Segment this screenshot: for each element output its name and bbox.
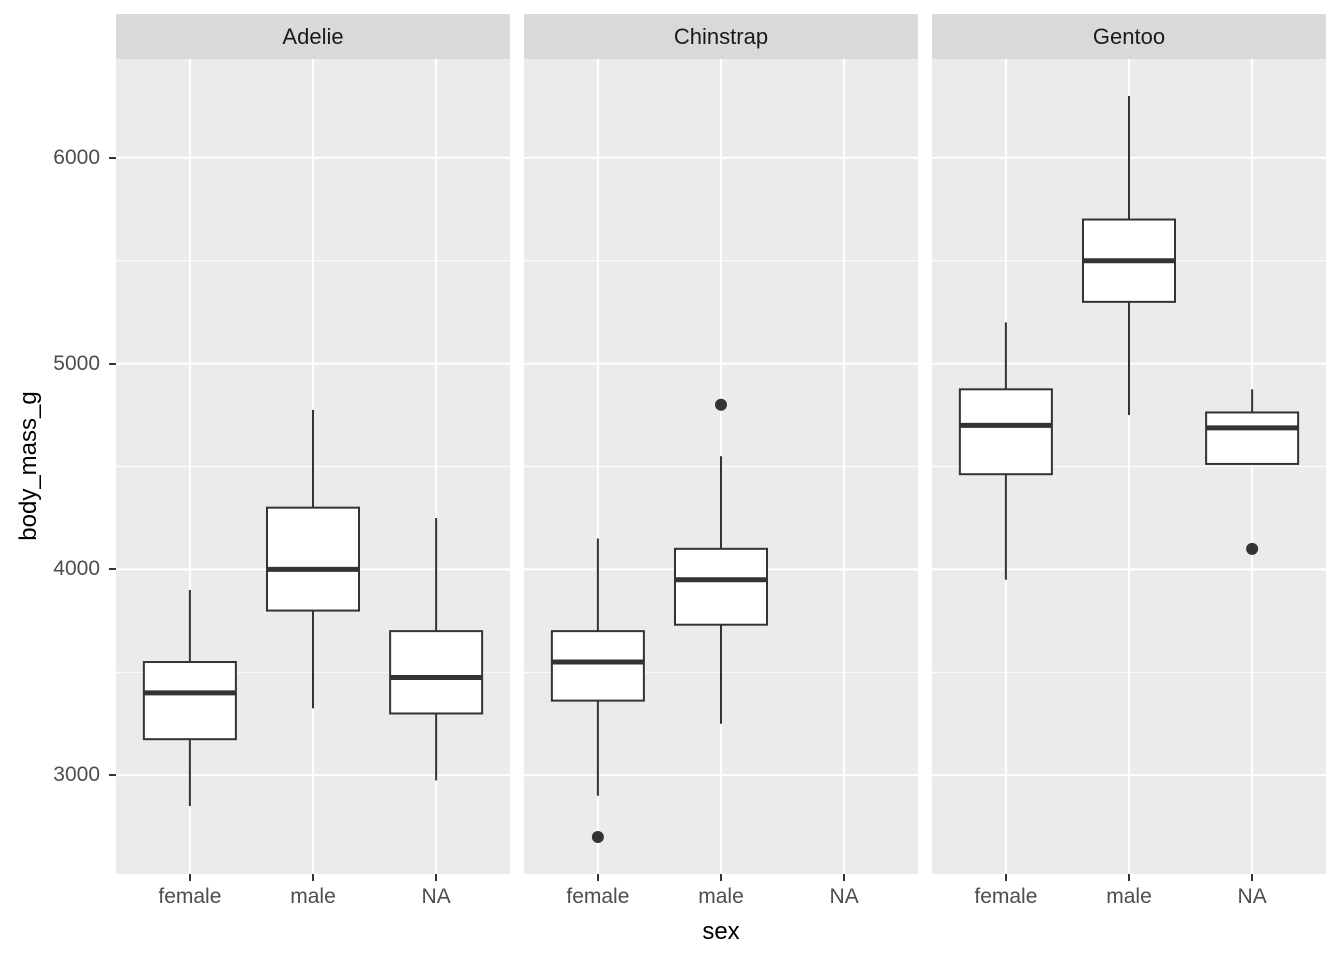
boxplot-adelie-male [266, 409, 360, 709]
box-iqr [389, 630, 484, 715]
y-tick-mark [109, 156, 116, 159]
x-tick-label-na: NA [421, 885, 451, 908]
box-iqr [674, 547, 768, 626]
boxplot-adelie-female [142, 589, 237, 807]
x-tick-label-female: female [158, 885, 222, 908]
boxplot-gentoo-male [1082, 96, 1176, 416]
x-tick-mark [435, 874, 438, 881]
boxplot-gentoo-female [958, 322, 1053, 580]
boxplot-chinstrap-female [550, 538, 645, 843]
x-tick-label-na: NA [829, 885, 859, 908]
outlier-point [591, 830, 604, 843]
x-tick-mark [1004, 874, 1007, 881]
box-iqr [550, 630, 645, 702]
x-tick-label-male: male [290, 885, 336, 908]
y-tick-mark [109, 362, 116, 365]
box-iqr [1205, 411, 1300, 465]
y-tick-label: 4000 [53, 557, 100, 581]
box-iqr [142, 661, 237, 741]
x-tick-mark [596, 874, 599, 881]
y-axis-title: body_mass_g [15, 391, 42, 541]
outlier-point [1246, 542, 1259, 555]
panel-chinstrap [524, 59, 918, 874]
facet-strip-adelie: Adelie [116, 14, 510, 59]
x-tick-mark [720, 874, 722, 881]
y-tick-label: 3000 [53, 763, 100, 787]
x-axis-title: sex [702, 918, 740, 945]
outlier-point [715, 398, 727, 411]
x-tick-label-female: female [566, 885, 630, 908]
facet-strip-chinstrap: Chinstrap [524, 14, 918, 59]
x-tick-mark [843, 874, 846, 881]
box-iqr [958, 388, 1053, 476]
facet-strip-label: Adelie [282, 23, 344, 49]
y-tick-label: 5000 [53, 351, 100, 375]
y-tick-label: 6000 [53, 145, 100, 169]
x-tick-mark [188, 874, 191, 881]
x-tick-label-na: NA [1237, 885, 1267, 908]
facet-strip-label: Chinstrap [673, 23, 769, 49]
x-tick-mark [1251, 874, 1254, 881]
boxplot-adelie-na [389, 517, 484, 781]
x-tick-mark [312, 874, 314, 881]
x-tick-label-male: male [1106, 885, 1152, 908]
panel-adelie [116, 59, 510, 874]
y-tick-mark [109, 774, 116, 777]
x-tick-label-male: male [698, 885, 744, 908]
facet-strip-gentoo: Gentoo [932, 14, 1326, 59]
x-tick-mark [1128, 874, 1130, 881]
x-tick-label-female: female [974, 885, 1038, 908]
boxplot-chinstrap-male [674, 398, 768, 724]
boxplot-gentoo-na [1205, 389, 1300, 555]
facet-strip-label: Gentoo [1092, 23, 1166, 49]
panel-gentoo [932, 59, 1326, 874]
y-tick-mark [109, 568, 116, 571]
box-iqr [266, 506, 360, 612]
